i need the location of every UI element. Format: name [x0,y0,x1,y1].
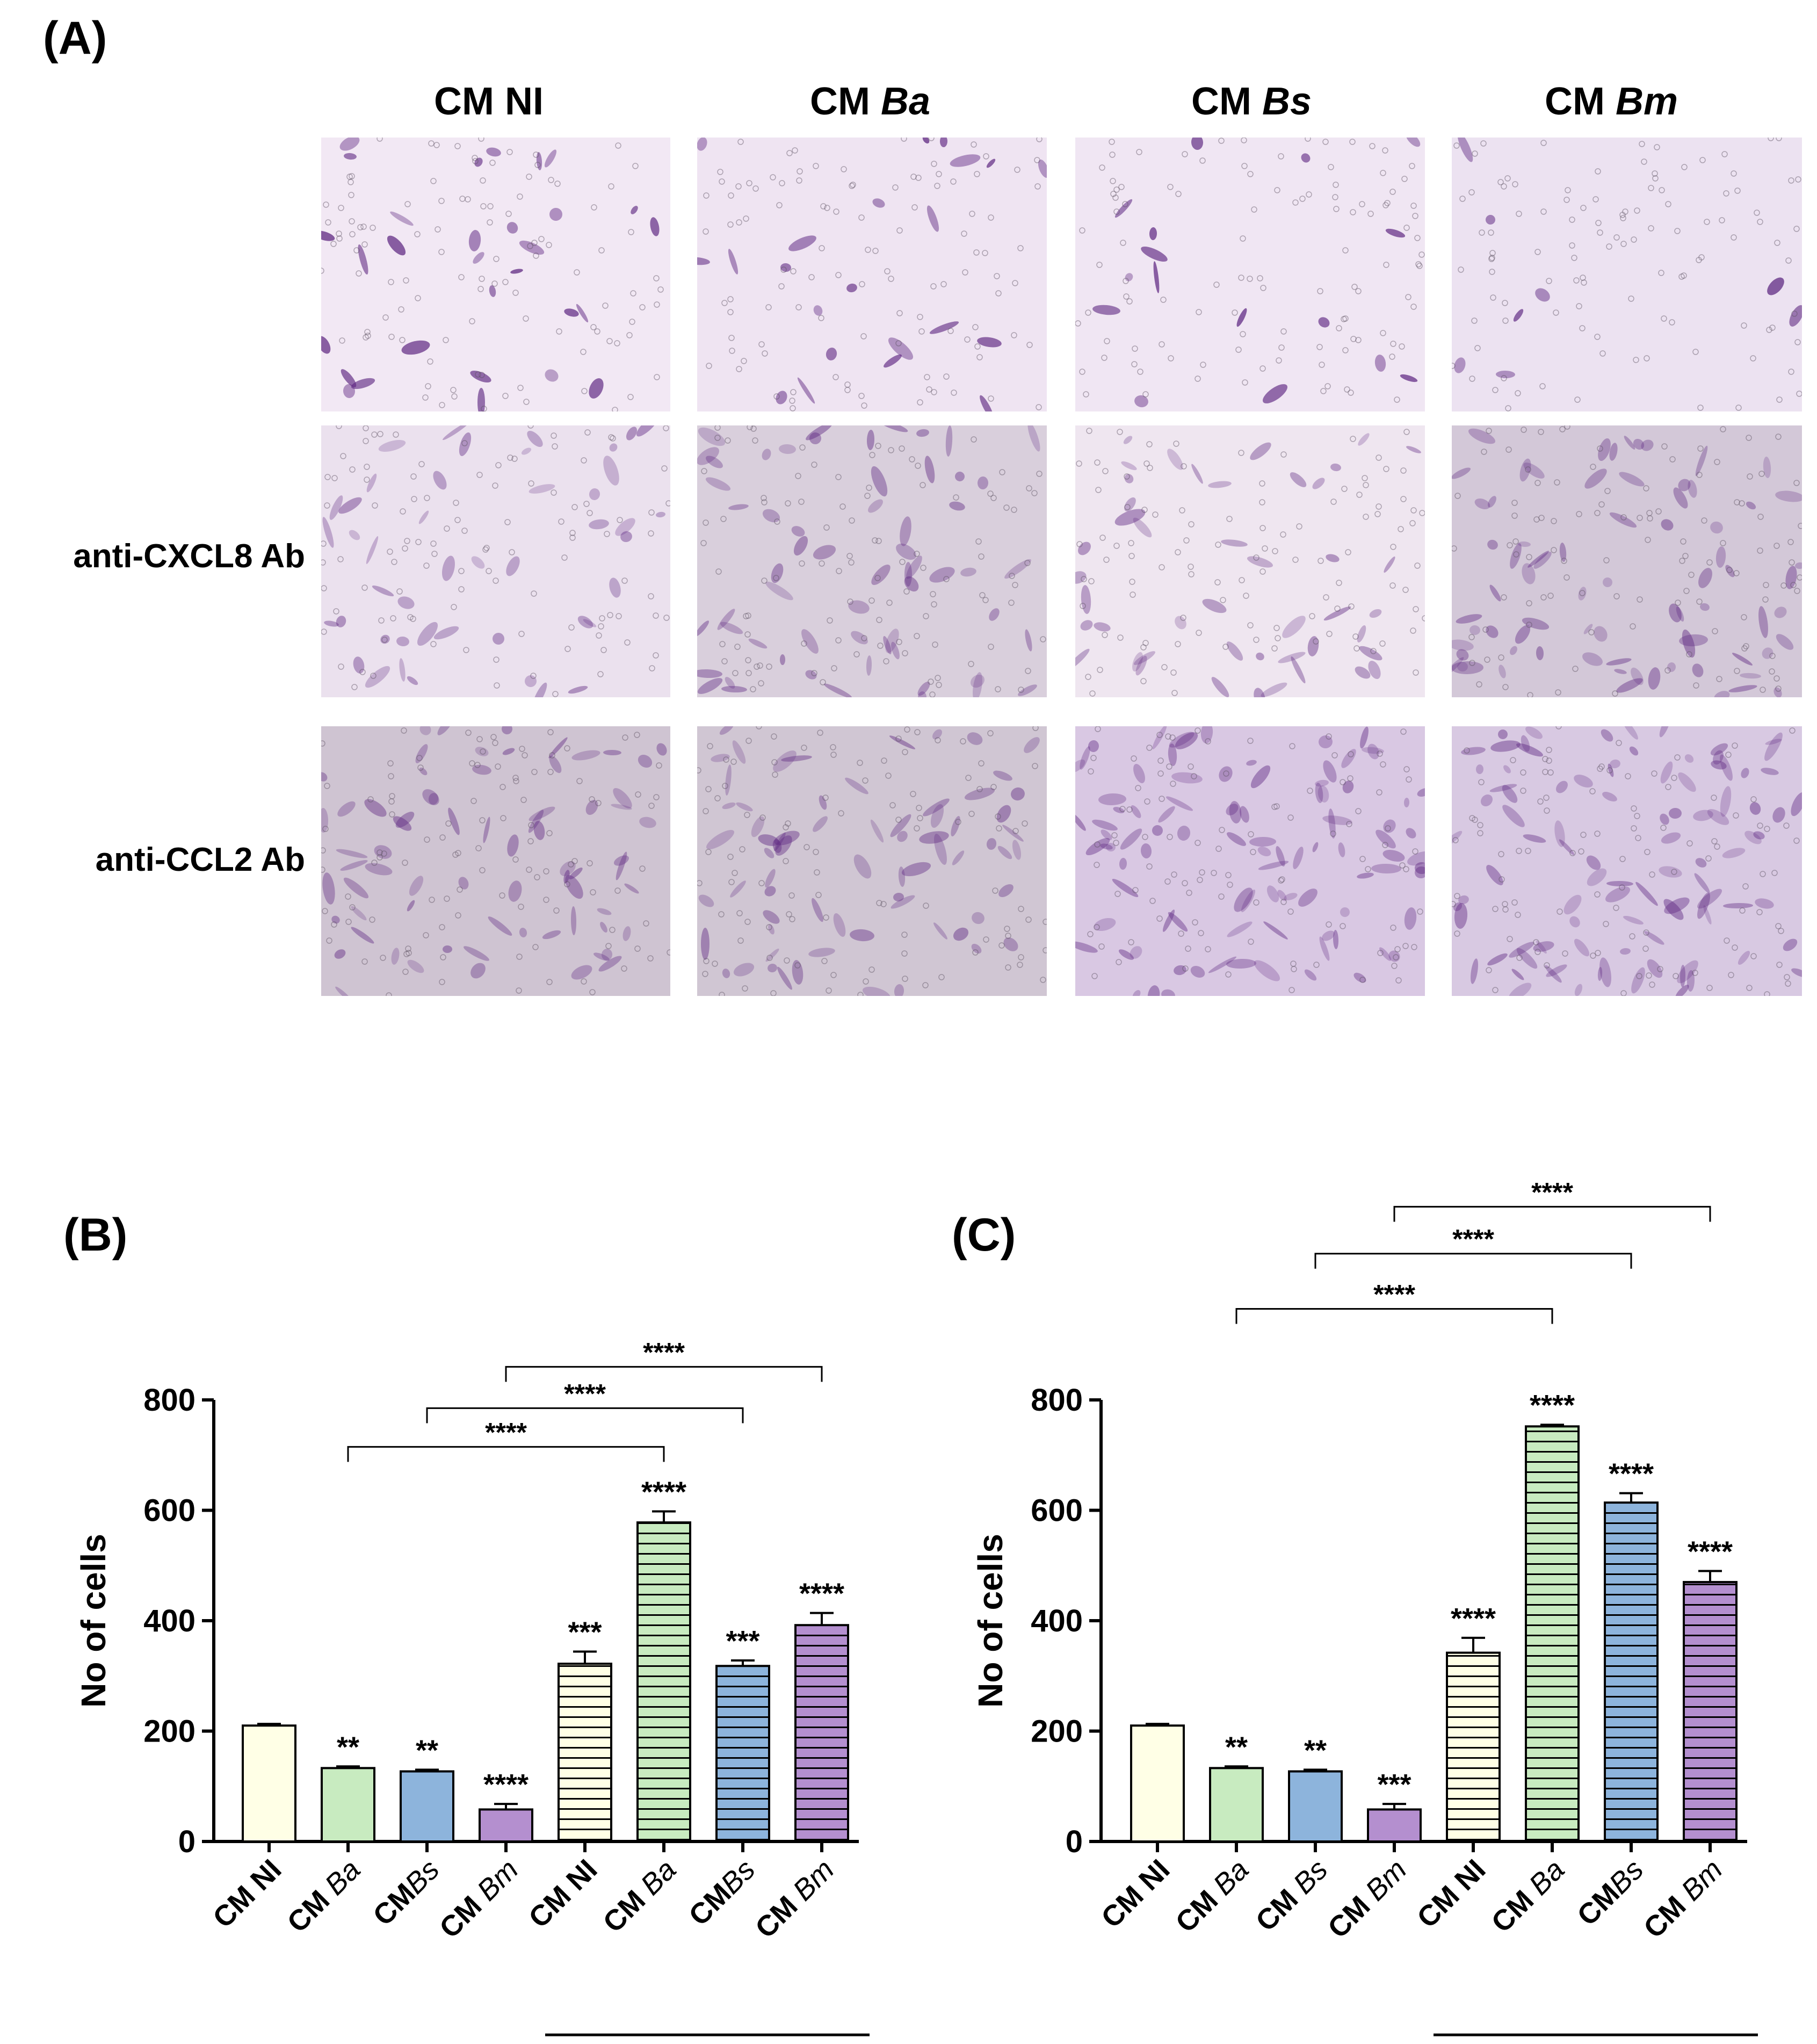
y-tick-label-3: 600 [143,1493,196,1528]
category-label-2: CM Bs [1249,1853,1334,1938]
category-label-6: CMBs [1571,1853,1649,1932]
panel-a-label: (A) [43,12,107,64]
significance-label-7: **** [799,1578,844,1610]
panel-b-label: (B) [63,1209,128,1261]
significance-label-6: **** [1609,1458,1654,1490]
category-label-0: CM NI [207,1853,288,1934]
y-tick-label-4: 800 [1031,1383,1083,1418]
bar-0 [1130,1724,1185,1843]
category-label-4: CM NI [523,1853,604,1934]
significance-label-4: **** [1451,1602,1496,1635]
micrograph-r2-c1 [697,726,1047,996]
bar-3 [479,1808,533,1843]
micrograph-r2-c3 [1452,726,1802,996]
category-label-0: CM NI [1095,1853,1176,1934]
bar-1 [321,1767,375,1843]
category-label-6: CMBs [683,1853,761,1932]
micrograph-r0-c3 [1452,138,1802,411]
micrograph-r0-c1 [697,138,1047,411]
significance-label-2: ** [416,1734,438,1766]
significance-label-6: *** [726,1625,759,1657]
micrograph-r1-c2 [1075,425,1425,697]
category-label-3: CM Bm [433,1853,525,1945]
chart-c: 0 200 400 600 800 No of cells CM NI ** CM Ba ** CM… [971,1177,1758,2036]
micrograph-r1-c3 [1452,425,1802,697]
column-header-0: CM NI [434,80,544,123]
bar-1 [1209,1767,1264,1843]
bar-0 [242,1724,296,1843]
row-header-1: anti-CXCL8 Ab [73,538,305,575]
row-header-2: anti-CCL2 Ab [95,841,305,878]
significance-label-4: *** [568,1616,602,1649]
significance-label-3: *** [1377,1768,1411,1801]
y-tick-label-4: 800 [143,1383,196,1418]
bracket-2 [505,1366,823,1382]
bracket-label-1: **** [564,1378,606,1409]
y-tick-label-3: 600 [1031,1493,1083,1528]
bar-7 [794,1624,849,1843]
bracket-0 [1235,1308,1553,1324]
bracket-label-2: **** [1531,1177,1573,1207]
category-label-1: CM Ba [281,1853,366,1939]
bar-3 [1367,1808,1422,1843]
significance-label-1: ** [337,1731,359,1763]
bracket-1 [1314,1253,1632,1269]
micrograph-r2-c2 [1075,726,1425,996]
significance-label-1: ** [1225,1731,1248,1763]
column-header-1: CM Ba [809,80,931,123]
micrograph-r2-c0 [321,726,670,996]
column-header-2: CM Bs [1191,80,1312,123]
bar-6 [1604,1501,1659,1843]
bar-2 [1288,1770,1343,1843]
category-label-4: CM NI [1411,1853,1492,1934]
y-tick-label-0: 0 [178,1824,196,1859]
bracket-0 [347,1446,665,1462]
bracket-1 [426,1407,744,1424]
bar-2 [400,1770,454,1843]
bracket-2 [1393,1205,1711,1222]
micrograph-r1-c1 [697,425,1047,697]
bar-7 [1683,1581,1738,1843]
category-label-5: CM Ba [597,1853,682,1939]
significance-label-2: ** [1304,1734,1327,1766]
category-label-7: CM Bm [1638,1853,1729,1945]
bracket-label-0: **** [1373,1279,1415,1309]
bracket-label-0: **** [485,1417,527,1447]
y-axis-label: No of cells [74,1534,113,1708]
y-tick-label-2: 400 [143,1604,196,1638]
chart-b: 0 200 400 600 800 No of cells CM NI ** CM Ba ** CM… [74,1337,870,2036]
column-header-3: CM Bm [1545,80,1678,123]
y-tick-label-1: 200 [143,1714,196,1749]
category-label-7: CM Bm [749,1853,841,1945]
significance-label-3: **** [483,1768,529,1801]
category-label-5: CM Ba [1485,1853,1570,1939]
category-label-1: CM Ba [1169,1853,1255,1939]
y-tick-label-1: 200 [1031,1714,1083,1749]
bar-6 [715,1665,770,1843]
micrograph-r1-c0 [321,425,670,697]
significance-label-7: **** [1688,1536,1733,1568]
micrograph-r0-c2 [1075,138,1425,411]
bar-5 [636,1521,691,1843]
y-tick-label-2: 400 [1031,1604,1083,1638]
category-label-3: CM Bm [1322,1853,1413,1945]
panel-c-label: (C) [952,1209,1016,1261]
y-axis-label: No of cells [971,1534,1010,1708]
micrograph-r0-c0 [321,138,670,411]
y-tick-label-0: 0 [1066,1824,1083,1859]
significance-label-5: **** [641,1476,686,1508]
bracket-label-1: **** [1452,1224,1494,1254]
bar-4 [558,1663,612,1843]
bar-5 [1525,1425,1580,1843]
bracket-label-2: **** [643,1337,685,1367]
bar-4 [1446,1651,1501,1843]
significance-label-5: **** [1530,1389,1575,1421]
category-label-2: CMBs [367,1853,445,1932]
